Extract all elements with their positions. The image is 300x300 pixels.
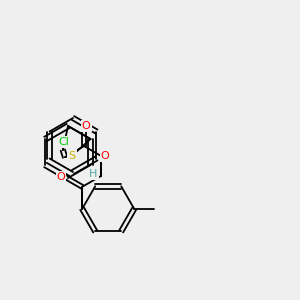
Text: H: H	[89, 169, 98, 179]
Text: O: O	[101, 151, 110, 161]
Text: Cl: Cl	[58, 137, 69, 147]
Text: O: O	[82, 121, 91, 131]
Text: O: O	[57, 172, 65, 182]
Text: S: S	[69, 151, 76, 160]
